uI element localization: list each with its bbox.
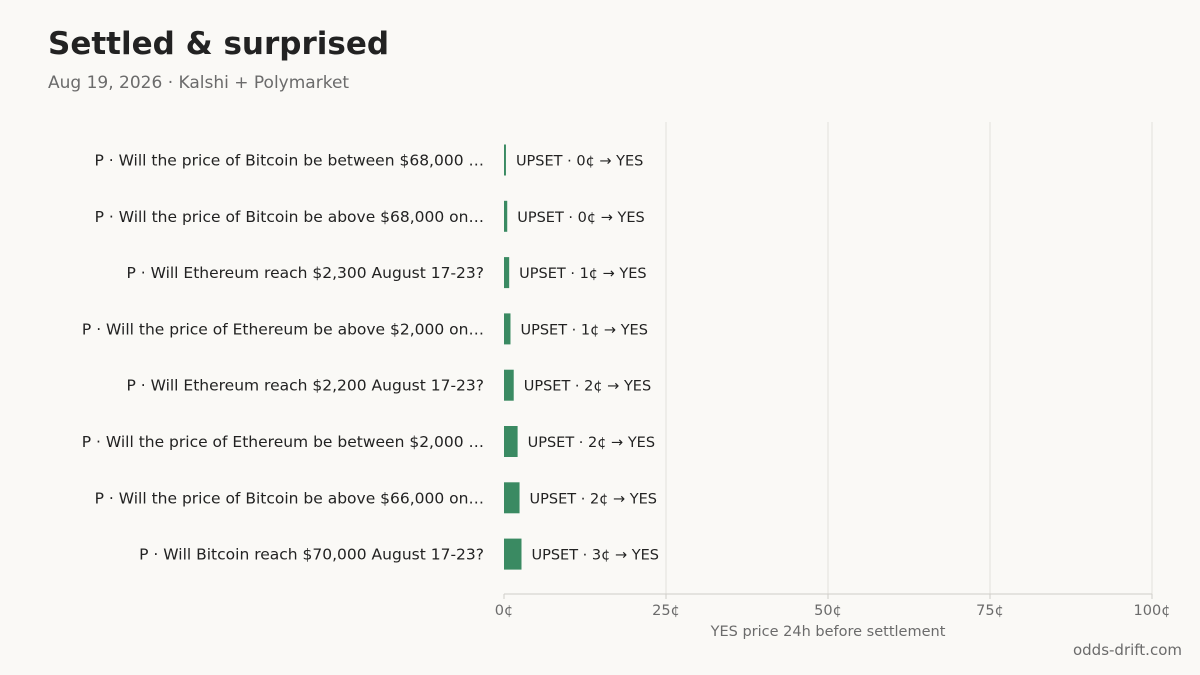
- chart-subtitle: Aug 19, 2026 · Kalshi + Polymarket: [48, 73, 350, 93]
- category-label: P · Will Ethereum reach $2,200 August 17…: [126, 377, 484, 395]
- grid-lines: [503, 122, 1153, 599]
- x-tick-label: 50¢: [814, 603, 842, 619]
- bar-value-label: UPSET · 0¢ → YES: [517, 210, 644, 226]
- bars: [504, 144, 522, 570]
- bar-value-label: UPSET · 1¢ → YES: [520, 322, 647, 338]
- category-label: P · Will Bitcoin reach $70,000 August 17…: [139, 546, 484, 564]
- bar-value-label: UPSET · 2¢ → YES: [528, 435, 655, 451]
- bar-value-label: UPSET · 0¢ → YES: [516, 154, 643, 170]
- bar: [504, 538, 522, 570]
- x-tick-label: 100¢: [1134, 603, 1171, 619]
- source-footer: odds-drift.com: [1072, 641, 1182, 659]
- x-tick-label: 0¢: [495, 603, 513, 619]
- bar: [504, 369, 514, 401]
- x-tick-label: 75¢: [976, 603, 1004, 619]
- labels: 0¢ 25¢ 50¢ 75¢ 100¢ P · Will the price of Bit…: [82, 152, 1171, 620]
- category-label: P · Will Ethereum reach $2,300 August 17…: [126, 264, 484, 282]
- bar: [504, 313, 511, 345]
- category-label: P · Will the price of Bitcoin be above $…: [95, 208, 484, 226]
- bar: [504, 200, 508, 232]
- x-axis-title: YES price 24h before settlement: [710, 624, 946, 640]
- bar: [504, 257, 510, 289]
- chart-title: Settled & surprised: [48, 26, 390, 62]
- bar-value-label: UPSET · 2¢ → YES: [524, 379, 651, 395]
- bar-value-label: UPSET · 3¢ → YES: [531, 548, 658, 564]
- bar: [504, 482, 520, 514]
- x-tick-label: 25¢: [652, 603, 680, 619]
- bar: [504, 426, 518, 457]
- category-label: P · Will the price of Bitcoin be between…: [94, 152, 484, 170]
- bar-value-label: UPSET · 2¢ → YES: [530, 491, 657, 507]
- category-label: P · Will the price of Ethereum be betwee…: [82, 433, 484, 451]
- category-label: P · Will the price of Ethereum be above …: [82, 320, 484, 338]
- bar-value-label: UPSET · 1¢ → YES: [519, 266, 646, 282]
- category-label: P · Will the price of Bitcoin be above $…: [95, 489, 484, 507]
- bar: [504, 144, 506, 176]
